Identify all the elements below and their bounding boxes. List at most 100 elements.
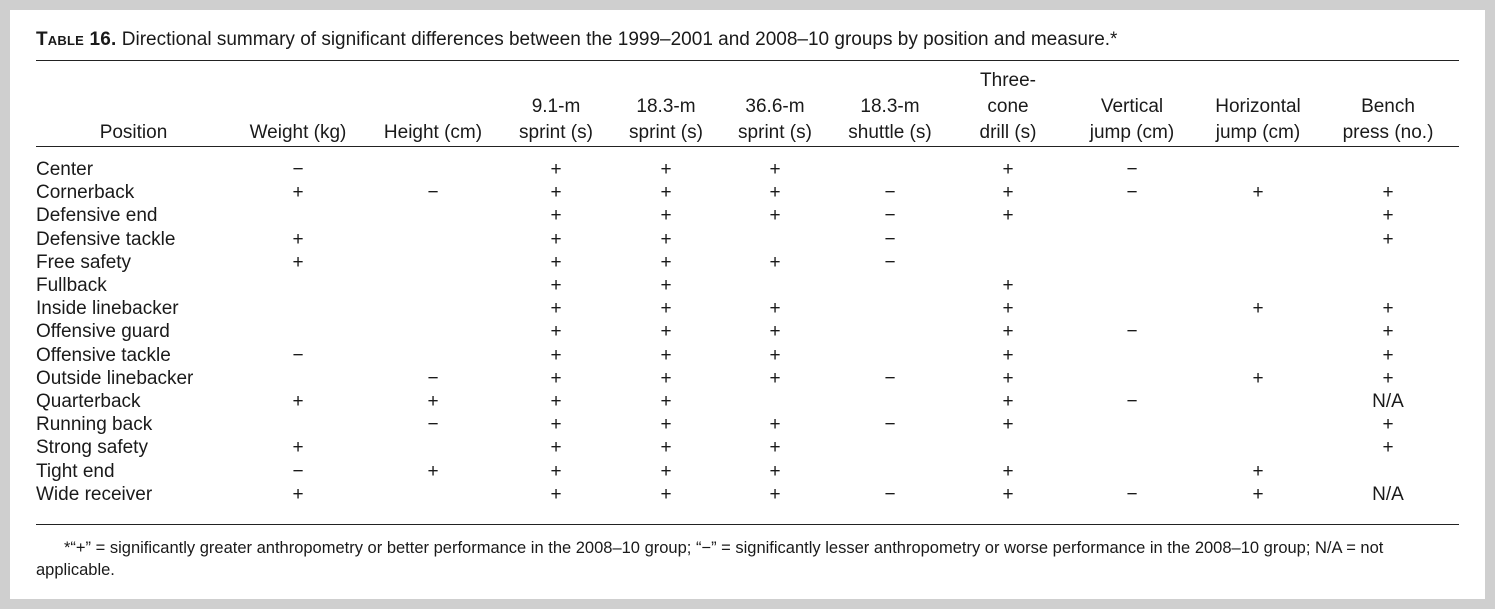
direction-cell: + [550,205,562,227]
direction-cell: + [1382,367,1394,389]
direction-cell [1317,459,1459,482]
column-header-line: 36.6-m [745,96,805,117]
table-row: Offensive tackle − + + + + + [36,344,1459,367]
direction-cell [829,297,951,320]
direction-cell [1317,251,1459,274]
position-name-cell: Offensive tackle [36,344,171,366]
direction-cell: + [1252,298,1264,320]
column-header-line: 9.1-m [531,96,581,117]
direction-cell: + [1252,460,1264,482]
direction-cell: + [1002,321,1014,343]
direction-cell: + [660,298,672,320]
direction-cell: + [769,367,781,389]
direction-cell [1065,367,1199,390]
direction-cell [365,228,501,251]
direction-cell: + [292,437,304,459]
direction-cell: + [660,182,672,204]
direction-cell [951,228,1065,251]
direction-cell [1199,150,1317,181]
direction-cell [1199,274,1317,297]
direction-cell [365,436,501,459]
column-header-line: jump (cm) [1089,122,1175,143]
direction-cell [365,274,501,297]
table-row: Free safety + + + + − [36,251,1459,274]
table-row: Defensive end + + + − + + [36,204,1459,227]
column-header-line: Bench [1361,96,1415,117]
direction-cell: + [550,414,562,436]
direction-cell [1199,204,1317,227]
direction-cell: + [550,182,562,204]
column-header-line: press (no.) [1342,122,1434,143]
direction-cell: − [884,205,896,227]
direction-cell: − [292,344,304,366]
direction-cell: + [1002,182,1014,204]
direction-cell: + [550,159,562,181]
position-name-cell: Running back [36,414,153,436]
position-name-cell: Tight end [36,460,115,482]
table-row: Quarterback + + + + + − N/A [36,390,1459,413]
direction-cell: + [427,390,439,412]
direction-cell: + [1002,390,1014,412]
direction-cell [1065,251,1199,274]
direction-cell [1065,297,1199,320]
direction-cell [829,274,951,297]
direction-cell: + [1002,483,1014,505]
direction-cell [829,344,951,367]
column-header-position: Position [36,64,231,150]
direction-cell: + [550,344,562,366]
direction-cell: − [884,182,896,204]
direction-cell: + [550,483,562,505]
position-name-cell: Wide receiver [36,483,153,505]
direction-cell: − [1126,182,1138,204]
direction-cell [231,413,365,436]
direction-cell: − [884,367,896,389]
column-header-line: sprint (s) [519,122,593,143]
direction-cell [829,390,951,413]
direction-cell [231,204,365,227]
direction-cell [721,228,829,251]
direction-cell: + [769,321,781,343]
direction-cell: + [769,460,781,482]
direction-cell: − [884,228,896,250]
direction-cell: − [427,367,439,389]
direction-cell [365,344,501,367]
column-header-line: Height (cm) [383,122,483,143]
direction-cell [231,274,365,297]
direction-cell: + [550,251,562,273]
direction-cell: + [1252,182,1264,204]
column-header-line: cone [987,96,1029,117]
position-name-cell: Defensive end [36,205,158,227]
column-header-line: jump (cm) [1215,122,1301,143]
direction-cell: + [550,367,562,389]
direction-cell: + [550,275,562,297]
direction-cell: − [1126,159,1138,181]
direction-cell: + [1382,321,1394,343]
direction-cell [1199,251,1317,274]
column-header-line: drill (s) [979,122,1037,143]
direction-cell: + [769,251,781,273]
table-row: Cornerback + − + + + − + − + + [36,181,1459,204]
direction-cell: + [1002,460,1014,482]
position-name-cell: Inside linebacker [36,298,179,320]
table-row: Center − + + + + − [36,150,1459,181]
column-header-line: Three- [980,70,1036,91]
column-header-line: 18.3-m [860,96,920,117]
direction-cell [1065,274,1199,297]
table-row: Outside linebacker − + + + − + + + [36,367,1459,390]
column-header: Horizontal jump (cm) [1199,64,1317,150]
column-header-line: sprint (s) [738,122,812,143]
direction-cell: + [550,390,562,412]
table-row: Tight end − + + + + + + [36,459,1459,482]
direction-cell [365,204,501,227]
table-row: Fullback + + + [36,274,1459,297]
column-header-line: Horizontal [1215,96,1301,117]
direction-cell: + [769,205,781,227]
summary-table: Position Weight (kg) Height (cm) 9.1-m sprin… [36,64,1459,506]
direction-cell: + [1252,367,1264,389]
column-header: 18.3-m shuttle (s) [829,64,951,150]
direction-cell: + [660,367,672,389]
header-row: Position Weight (kg) Height (cm) 9.1-m sprin… [36,64,1459,150]
direction-cell [721,390,829,413]
direction-cell [829,150,951,181]
direction-cell: + [660,205,672,227]
